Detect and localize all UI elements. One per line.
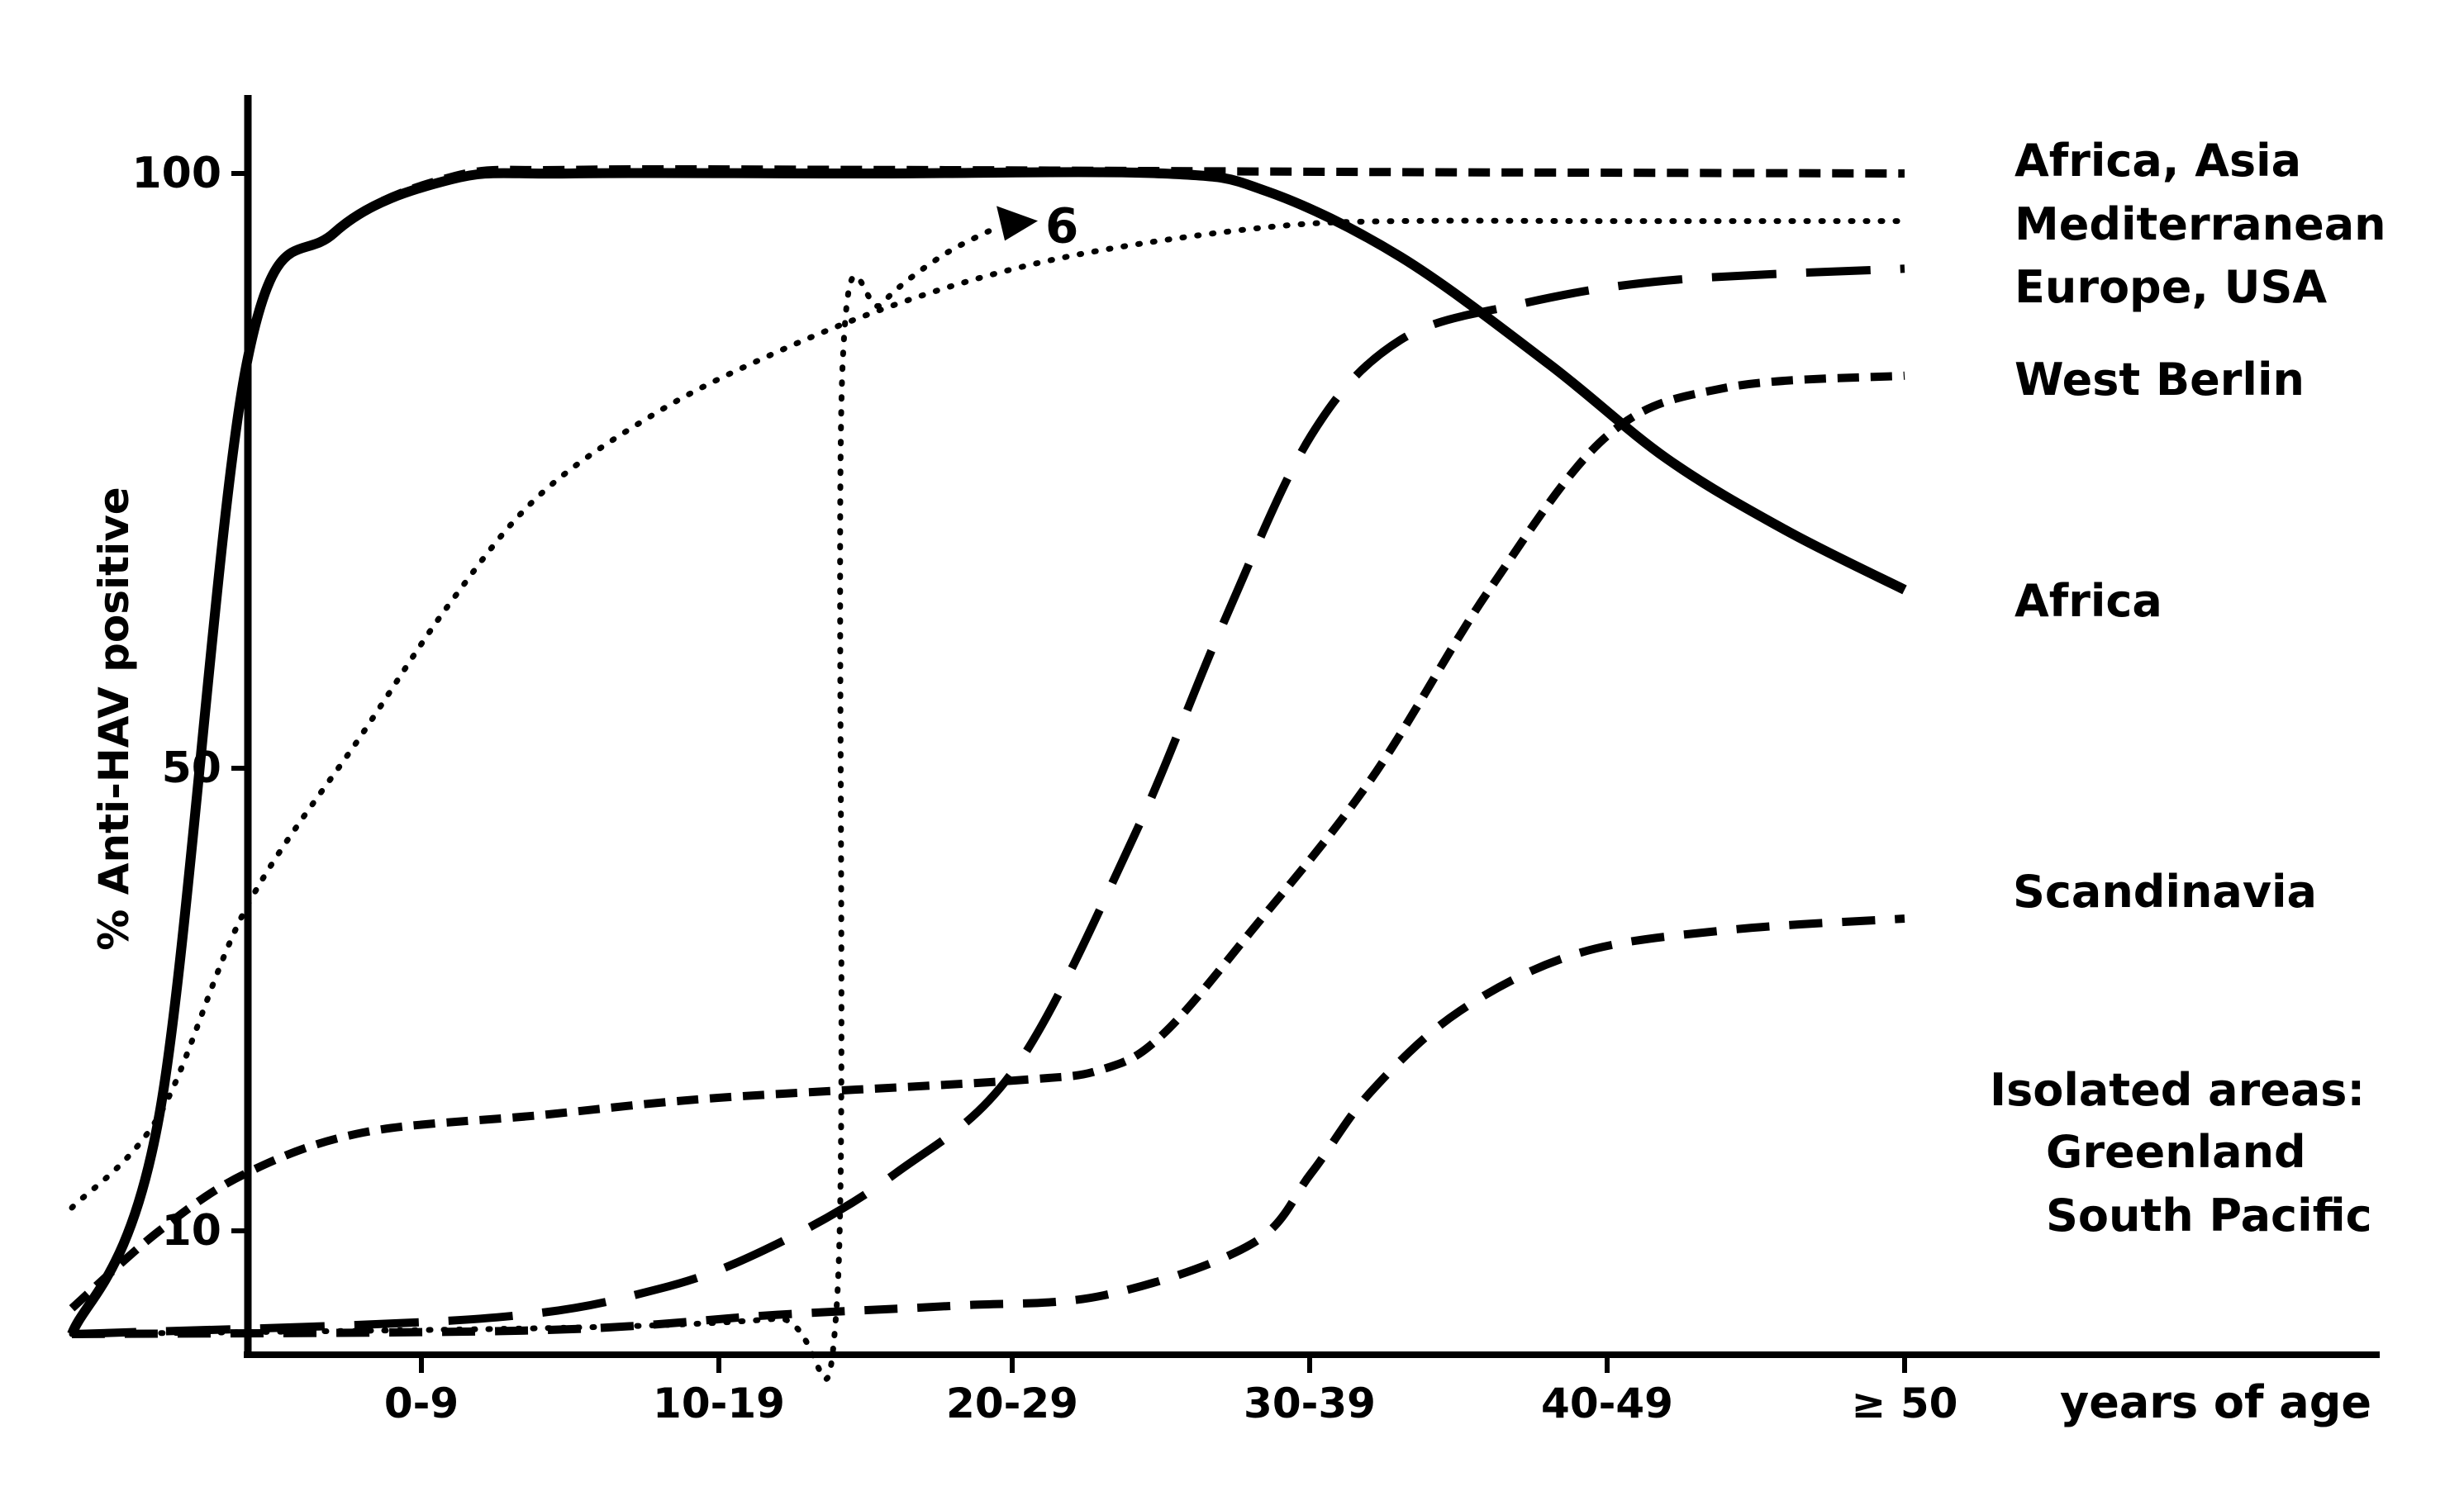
region-label: Africa, Asia	[2014, 135, 2301, 187]
region-label: Africa	[2014, 575, 2162, 627]
x-tick-label: 30-39	[1244, 1380, 1376, 1427]
series-line-short-dash	[69, 371, 1905, 1312]
region-label: Greenland	[2046, 1126, 2306, 1178]
series-line-short-dash	[68, 164, 1905, 1336]
y-axis-label: % Anti-HAV positive	[90, 487, 138, 950]
arrowhead-marker	[997, 206, 1039, 241]
x-axis-label: years of age	[2060, 1376, 2371, 1428]
region-label: Mediterranean	[2014, 198, 2386, 250]
y-tick-label: 100	[131, 149, 221, 198]
x-tick-label: ≥ 50	[1852, 1380, 1958, 1427]
y-tick-label: 50	[162, 743, 221, 793]
series-line-long-dash	[71, 264, 1905, 1338]
series-line-dotted	[69, 217, 1908, 1211]
series-line-dash	[71, 914, 1905, 1338]
x-tick-label: 40-49	[1541, 1380, 1673, 1427]
y-tick-label: 10	[162, 1206, 221, 1256]
x-tick-label: 10-19	[653, 1380, 785, 1427]
region-label: Isolated areas:	[1990, 1064, 2365, 1116]
region-label: West Berlin	[2014, 354, 2305, 406]
series-layer	[67, 164, 1908, 1382]
x-tick-label: 20-29	[946, 1380, 1078, 1427]
x-tick-label: 0-9	[384, 1380, 459, 1427]
labels-layer: Africa, Asia Mediterranean Europe, USA West…	[1045, 135, 2386, 1242]
curve-number-label: 6	[1045, 197, 1078, 254]
series-line-dotted	[69, 222, 1003, 1382]
region-label: South Pacific	[2046, 1190, 2372, 1242]
region-label: Europe, USA	[2014, 261, 2327, 313]
region-label: Scandinavia	[2013, 866, 2317, 918]
axes: 10 50 100 0-9 10-19 20-29 30-39 40-49 ≥ 50	[131, 95, 2380, 1427]
